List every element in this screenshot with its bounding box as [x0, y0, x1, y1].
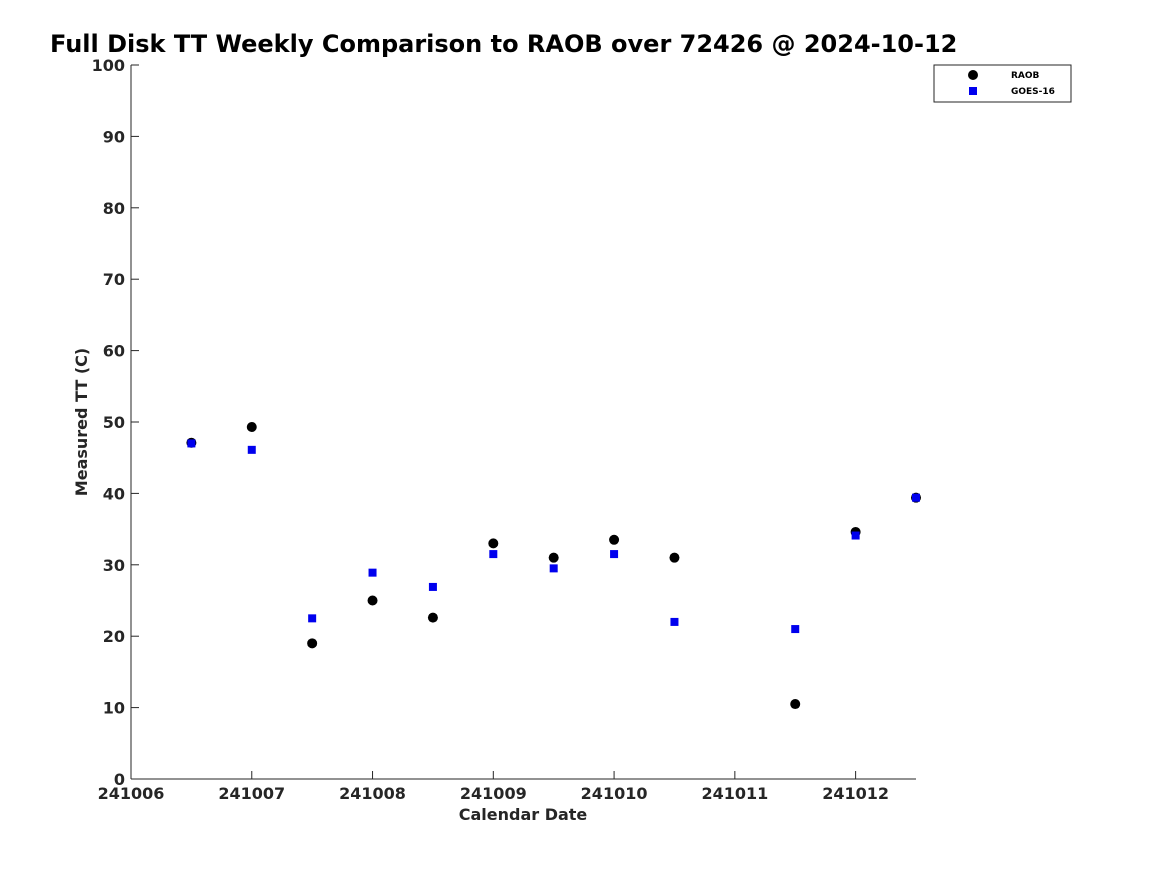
x-tick-label: 241006: [98, 784, 165, 803]
y-tick-label: 0: [114, 770, 125, 789]
y-tick-label: 30: [103, 556, 125, 575]
y-axis-ticks: 0 10 20 30 40 50 60 70 80 90 100: [92, 56, 139, 789]
raob-point: [669, 552, 680, 563]
raob-point: [427, 612, 438, 623]
raob-point: [246, 421, 257, 432]
x-tick-label: 241008: [339, 784, 406, 803]
x-tick-label: 241009: [460, 784, 527, 803]
raob-point: [548, 552, 559, 563]
y-tick-label: 90: [103, 127, 125, 146]
x-tick-label: 241011: [701, 784, 768, 803]
goes-16-point: [610, 550, 619, 559]
legend-marker-raob: [968, 70, 978, 80]
x-tick-label: 241007: [218, 784, 285, 803]
goes-16-point: [912, 493, 920, 502]
legend-box: [933, 64, 1072, 103]
goes-16-point: [428, 582, 437, 591]
y-tick-label: 20: [103, 627, 125, 646]
goes-16-point: [670, 617, 679, 626]
y-tick-label: 60: [103, 342, 125, 361]
axes: [130, 65, 916, 780]
x-tick-label: 241012: [822, 784, 889, 803]
series-goes-16: [187, 439, 920, 634]
goes-16-point: [791, 625, 800, 634]
goes-16-point: [368, 568, 377, 577]
legend: RAOB GOES-16: [933, 64, 1072, 103]
raob-point: [609, 534, 620, 545]
goes-16-point: [489, 550, 498, 559]
legend-label: GOES-16: [1011, 87, 1055, 97]
raob-point: [790, 699, 801, 710]
legend-label: RAOB: [1011, 71, 1040, 81]
x-axis-ticks: 241006 241007 241008 241009 241010 241011 2410…: [98, 771, 889, 803]
legend-marker-goes-16: [969, 87, 977, 95]
raob-point: [367, 595, 378, 606]
y-tick-label: 40: [103, 484, 125, 503]
y-tick-label: 70: [103, 270, 125, 289]
chart-title: Full Disk TT Weekly Comparison to RAOB o…: [50, 30, 957, 58]
y-tick-label: 80: [103, 199, 125, 218]
goes-16-point: [549, 564, 558, 573]
goes-16-point: [851, 531, 860, 540]
y-tick-label: 100: [92, 56, 125, 75]
x-axis-label: Calendar Date: [459, 805, 588, 824]
raob-point: [307, 638, 318, 649]
y-axis-label: Measured TT (C): [72, 348, 91, 496]
x-tick-label: 241010: [581, 784, 648, 803]
goes-16-point: [308, 614, 317, 623]
goes-16-point: [187, 439, 196, 448]
data-series: [186, 421, 921, 710]
raob-point: [488, 538, 499, 549]
y-tick-label: 10: [103, 699, 125, 718]
y-tick-label: 50: [103, 413, 125, 432]
goes-16-point: [247, 445, 256, 454]
